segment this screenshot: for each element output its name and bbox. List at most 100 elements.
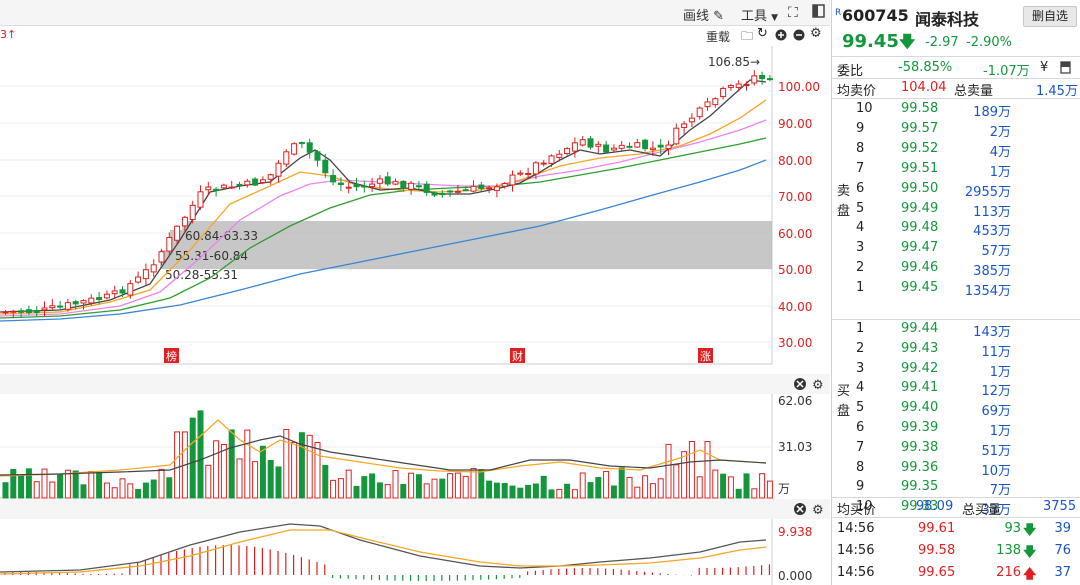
- candle-body: [10, 310, 17, 313]
- candle-body: [454, 190, 461, 193]
- chart-area[interactable]: 画线 ✎ 工具 ▼ ⛶ 3↑ 重载 🗀 ↻ ⚙: [0, 0, 830, 585]
- weibi-value: -58.85%: [898, 60, 953, 75]
- reload-button[interactable]: 重载: [706, 30, 731, 44]
- price-change-pct: -2.90%: [966, 35, 1012, 50]
- candle-body: [665, 144, 672, 150]
- level-number: 8: [856, 459, 865, 475]
- candle-body: [751, 75, 758, 84]
- volume-bar: [41, 468, 48, 499]
- buy-level-row[interactable]: 8 99.36 10万: [832, 458, 1080, 479]
- sell-level-row[interactable]: 5 99.49 113万: [832, 199, 1080, 220]
- refresh-icon[interactable]: ↻: [757, 26, 768, 41]
- candle-body: [610, 147, 617, 151]
- buy-level-row[interactable]: 2 99.43 11万: [832, 339, 1080, 360]
- chart-sub-toolbar: 3↑ 重载 🗀 ↻ ⚙: [0, 26, 830, 46]
- ask-total: 1.45万: [1036, 84, 1078, 99]
- level-volume: 12万: [981, 384, 1011, 400]
- bid-avg-label: 均买价: [837, 503, 877, 518]
- level-volume: 1万: [989, 164, 1011, 180]
- sell-level-row[interactable]: 1 99.45 1354万: [832, 278, 1080, 299]
- gear-icon[interactable]: ⚙: [810, 26, 822, 41]
- candle-body: [33, 310, 40, 314]
- volume-bar: [80, 484, 87, 499]
- volume-bar: [493, 482, 500, 499]
- level-price: 99.51: [901, 160, 939, 176]
- kline-chart[interactable]: 60.84-63.33 55.31-60.84 50.28-55.31 106.…: [0, 0, 830, 585]
- bid-summary-row: 均买价 98.09 总买量 3755: [832, 497, 1080, 518]
- volume-bar: [213, 440, 220, 499]
- buy-level-row[interactable]: 4 99.41 12万: [832, 378, 1080, 400]
- buy-level-row[interactable]: 1 99.44 143万: [832, 319, 1080, 340]
- bid-total: 3755: [1043, 499, 1077, 514]
- level-number: 9: [856, 120, 865, 136]
- volume-bar: [25, 468, 32, 499]
- zoom-out-icon[interactable]: [793, 29, 805, 44]
- sell-level-row[interactable]: 3 99.47 57万: [832, 238, 1080, 259]
- volume-gear-icon[interactable]: ⚙: [812, 378, 824, 393]
- candle-body: [462, 189, 469, 192]
- volume-bar: [642, 475, 649, 499]
- remove-watchlist-button[interactable]: 删自选: [1023, 6, 1077, 27]
- volume-bar: [626, 476, 633, 499]
- level-price: 99.46: [901, 260, 939, 276]
- level-number: 5: [856, 200, 865, 216]
- tools-menu-button[interactable]: 工具 ▼: [741, 5, 778, 24]
- event-marker-cai-bg[interactable]: [510, 348, 525, 363]
- buy-level-row[interactable]: 6 99.39 1万: [832, 418, 1080, 439]
- volume-bars: [2, 410, 773, 499]
- level-number: 2: [856, 340, 865, 356]
- event-marker-zhang-bg[interactable]: [698, 348, 713, 363]
- candle-body: [189, 204, 196, 221]
- candle-body: [696, 107, 703, 118]
- sell-level-row[interactable]: 10 99.58 189万: [832, 99, 1080, 120]
- candle-body: [49, 305, 56, 309]
- yen-icon[interactable]: ¥: [1040, 60, 1049, 75]
- buy-level-row[interactable]: 5 99.40 69万: [832, 398, 1080, 419]
- candle-body: [439, 193, 446, 196]
- buy-level-row[interactable]: 3 99.42 1万: [832, 359, 1080, 380]
- sell-level-row[interactable]: 9 99.57 2万: [832, 119, 1080, 140]
- candle-body: [415, 185, 422, 188]
- chart-picture-icon[interactable]: 🗀: [741, 29, 754, 43]
- volume-bar: [259, 445, 266, 499]
- fullscreen-icon[interactable]: ⛶: [788, 5, 798, 21]
- trade-row: 14:56 99.58 138 🡇 76: [832, 541, 1080, 561]
- level-price: 99.52: [901, 140, 939, 156]
- ask-avg-price: 104.04: [901, 80, 947, 95]
- sell-level-row[interactable]: 8 99.52 4万: [832, 139, 1080, 160]
- sell-level-row[interactable]: 7 99.51 1万: [832, 159, 1080, 180]
- event-marker-bang-bg[interactable]: [164, 348, 179, 363]
- window-toggle-icon[interactable]: [812, 4, 825, 22]
- divider: [832, 517, 1080, 518]
- volume-bar: [10, 468, 17, 499]
- sell-level-row[interactable]: 4 99.48 453万: [832, 218, 1080, 239]
- volume-bar: [220, 443, 227, 499]
- high-price-label: 106.85→: [708, 55, 760, 69]
- volume-bar: [283, 428, 290, 499]
- volume-bar: [408, 472, 415, 499]
- volume-bar: [759, 473, 766, 499]
- candle-body: [493, 186, 500, 192]
- macd-gear-icon[interactable]: ⚙: [812, 503, 824, 518]
- volume-bar: [252, 461, 259, 499]
- sell-level-row[interactable]: 6 99.50 2955万: [832, 179, 1080, 200]
- sell-level-row[interactable]: 2 99.46 385万: [832, 258, 1080, 279]
- volume-bar: [189, 417, 196, 499]
- copy-icon[interactable]: [1060, 61, 1071, 78]
- buy-level-row[interactable]: 9 99.35 7万: [832, 477, 1080, 498]
- level-volume: 113万: [973, 204, 1011, 220]
- trade-count: 76: [1054, 543, 1071, 558]
- zoom-in-icon[interactable]: [775, 29, 787, 44]
- stock-code: 600745: [842, 6, 909, 25]
- divider: [832, 56, 1080, 57]
- level-price: 99.43: [901, 340, 939, 356]
- stock-name: 闻泰科技: [915, 10, 980, 29]
- candle-body: [41, 307, 48, 311]
- candle-body: [2, 311, 9, 314]
- volume-bar: [735, 488, 742, 499]
- draw-line-button[interactable]: 画线 ✎: [683, 5, 724, 24]
- candle-body: [727, 85, 734, 88]
- buy-level-row[interactable]: 10 99.33 33万: [832, 497, 1080, 518]
- buy-level-row[interactable]: 7 99.38 51万: [832, 438, 1080, 459]
- candle-body: [96, 297, 103, 301]
